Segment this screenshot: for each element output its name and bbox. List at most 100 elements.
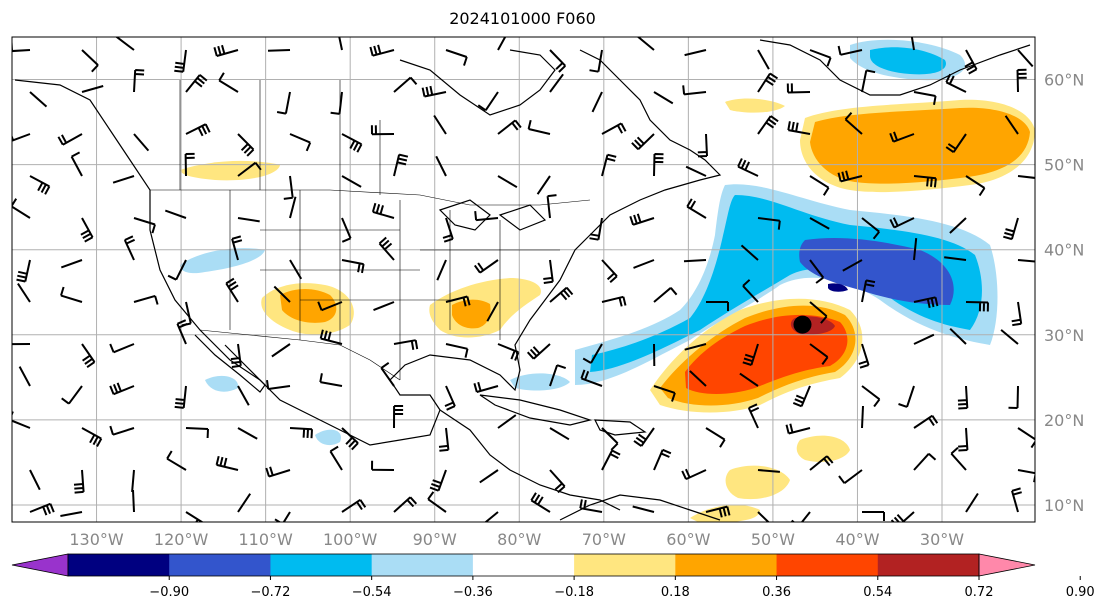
colorbar-tick-label: −0.36 bbox=[453, 585, 493, 600]
political-borders bbox=[150, 80, 591, 381]
wind-barb bbox=[705, 427, 726, 448]
wind-barbs bbox=[12, 37, 1035, 522]
wind-barb bbox=[174, 49, 187, 73]
wind-barb bbox=[549, 286, 574, 303]
wind-barb bbox=[112, 175, 135, 184]
wind-barb bbox=[910, 37, 915, 51]
wind-barb bbox=[133, 294, 159, 305]
colorbar-segment bbox=[675, 554, 778, 576]
wind-barb bbox=[601, 153, 617, 177]
longitude-label: 90°W bbox=[413, 530, 457, 549]
wind-barb bbox=[913, 452, 937, 471]
wind-barb bbox=[549, 49, 567, 73]
longitude-label: 70°W bbox=[582, 530, 626, 549]
wind-barb bbox=[1017, 49, 1034, 68]
wind-barb bbox=[273, 511, 291, 522]
wind-barb bbox=[913, 175, 937, 188]
positive-anomaly-south bbox=[725, 465, 790, 500]
wind-barb bbox=[184, 152, 195, 177]
wind-barb bbox=[945, 73, 967, 93]
wind-barb bbox=[123, 235, 136, 261]
wind-barb bbox=[70, 151, 83, 177]
colorbar-extend-low bbox=[11, 553, 69, 577]
wind-barb bbox=[742, 279, 759, 303]
wind-barb bbox=[133, 217, 156, 234]
wind-barb bbox=[965, 175, 986, 197]
wind-barb bbox=[473, 259, 499, 274]
wind-barb bbox=[60, 511, 83, 517]
wind-barb bbox=[549, 427, 570, 441]
wind-barb bbox=[271, 343, 291, 358]
wind-barb bbox=[791, 511, 811, 522]
wind-barb bbox=[636, 37, 655, 51]
wind-barb bbox=[686, 198, 707, 219]
wind-barb bbox=[319, 329, 343, 345]
wind-barb bbox=[633, 427, 655, 447]
wind-barb bbox=[429, 469, 447, 492]
wind-barb bbox=[543, 259, 554, 284]
wind-barb bbox=[862, 511, 885, 521]
wind-barb bbox=[61, 385, 83, 405]
wind-barb bbox=[330, 91, 343, 115]
storm-center-marker bbox=[793, 315, 812, 334]
wind-barb bbox=[629, 213, 655, 226]
wind-barb bbox=[945, 133, 967, 154]
wind-barb bbox=[185, 123, 211, 137]
wind-barb bbox=[809, 301, 828, 324]
wind-barb bbox=[838, 469, 863, 484]
wind-barb bbox=[757, 217, 781, 230]
wind-barb bbox=[898, 385, 915, 408]
wind-barb bbox=[549, 469, 566, 494]
wind-barb bbox=[1017, 175, 1035, 179]
wind-barb bbox=[435, 155, 447, 177]
canada-provinces bbox=[179, 80, 381, 195]
colorbar-tick-label: 0.18 bbox=[661, 585, 690, 600]
wind-barb bbox=[378, 236, 395, 261]
wind-barb bbox=[393, 76, 418, 93]
wind-barb bbox=[81, 427, 103, 447]
wind-barb bbox=[174, 385, 187, 409]
wind-barb bbox=[1017, 469, 1035, 483]
wind-barb bbox=[185, 427, 209, 439]
wind-barb bbox=[949, 327, 967, 345]
latitude-label: 40°N bbox=[1044, 241, 1084, 260]
wind-barb bbox=[757, 72, 779, 93]
wind-barb bbox=[421, 85, 447, 98]
wind-barb bbox=[1004, 115, 1019, 135]
wind-barb bbox=[787, 121, 811, 135]
longitude-label: 80°W bbox=[497, 530, 541, 549]
wind-barb bbox=[837, 45, 863, 56]
wind-barb bbox=[965, 492, 979, 513]
wind-barb bbox=[185, 511, 204, 522]
colorbar-tick-label: 0.72 bbox=[965, 585, 994, 600]
wind-barb bbox=[579, 499, 603, 513]
wind-barb bbox=[497, 343, 520, 361]
wind-barb bbox=[844, 112, 863, 135]
wind-barb bbox=[861, 405, 864, 429]
wind-barb bbox=[633, 259, 655, 269]
wind-barb bbox=[497, 414, 517, 429]
wind-barb bbox=[29, 175, 51, 195]
wind-barb bbox=[427, 491, 447, 513]
wind-barb bbox=[29, 502, 55, 516]
wind-barb bbox=[445, 49, 468, 66]
wind-barb bbox=[329, 445, 343, 471]
great-lakes bbox=[438, 199, 547, 231]
latitude-label: 20°N bbox=[1044, 411, 1084, 430]
wind-barb bbox=[497, 119, 522, 135]
wind-barb bbox=[785, 423, 811, 435]
wind-barb bbox=[371, 460, 395, 471]
gridlines bbox=[12, 37, 1035, 522]
colorbar-tick-label: −0.54 bbox=[352, 585, 392, 600]
colorbar-tick-label: −0.72 bbox=[251, 585, 291, 600]
wind-barb bbox=[237, 385, 250, 406]
wind-barb bbox=[740, 244, 759, 261]
colorbar-segment bbox=[877, 554, 980, 576]
wind-barb bbox=[341, 259, 365, 274]
wind-barb bbox=[442, 217, 454, 243]
wind-barb bbox=[380, 361, 395, 387]
anomaly-shading bbox=[180, 39, 1035, 522]
wind-barb bbox=[16, 259, 31, 283]
colorbar-tick-label: 0.36 bbox=[762, 585, 791, 600]
